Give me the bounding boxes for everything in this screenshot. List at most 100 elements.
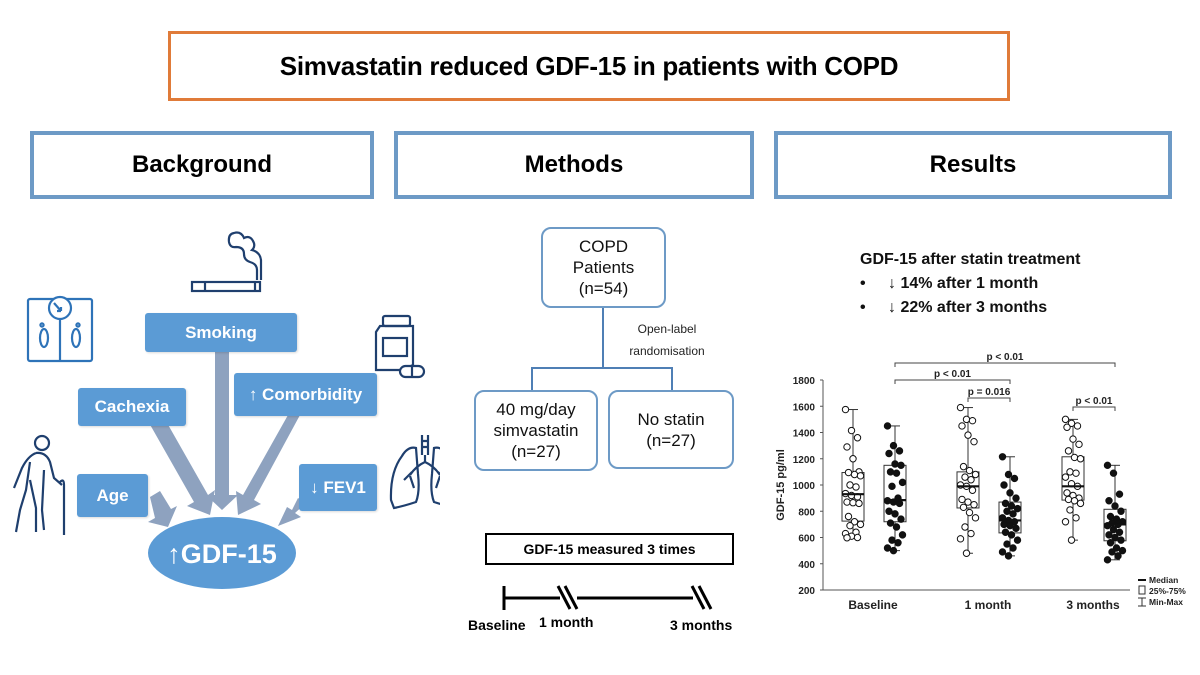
section-background: Background (30, 131, 374, 199)
data-point (1070, 453, 1079, 462)
data-point (967, 529, 975, 538)
data-point (961, 473, 969, 481)
flow-connectors (531, 307, 673, 390)
data-point (897, 461, 905, 470)
data-point (892, 469, 901, 477)
section-background-label: Background (131, 151, 272, 178)
data-point (1105, 531, 1113, 539)
legend-box-swatch (1138, 585, 1146, 595)
data-point (958, 422, 966, 430)
arrow-age (148, 491, 177, 527)
data-point (856, 520, 865, 529)
data-point (1061, 415, 1070, 424)
elderly-person-icon (12, 434, 66, 535)
y-tick-label: 1600 (793, 402, 816, 413)
data-point (959, 503, 968, 512)
data-point (843, 443, 851, 451)
statin-line2: simvastatin (493, 421, 579, 440)
data-point (971, 514, 980, 522)
timeline-3-months: 3 months (670, 617, 733, 633)
data-point (962, 549, 971, 557)
legend-entry: Min-Max (1149, 597, 1183, 607)
data-point (970, 437, 978, 446)
factor-fev1-label: ↓ FEV1 (310, 477, 366, 497)
data-point (958, 495, 966, 504)
data-point (886, 519, 895, 527)
measured-label: GDF-15 measured 3 times (523, 541, 696, 557)
data-point (889, 546, 898, 555)
x-tick-label: Baseline (848, 598, 898, 612)
data-point (849, 499, 857, 507)
data-point (1117, 507, 1125, 515)
lungs-icon (389, 435, 440, 510)
data-point (888, 482, 896, 491)
data-point (895, 447, 904, 455)
timeline-1-month: 1 month (539, 614, 594, 630)
data-point (998, 548, 1007, 556)
y-tick-label: 1800 (793, 376, 816, 387)
results-heading: GDF-15 after statin treatment (860, 251, 1081, 268)
data-point (998, 453, 1007, 461)
data-point (1067, 536, 1076, 544)
data-point (1013, 504, 1022, 513)
significance-bracket (967, 397, 1011, 402)
data-point (891, 460, 899, 468)
data-point (855, 499, 863, 508)
data-point (843, 534, 851, 542)
background-diagram: ↑GDF-15 (12, 231, 440, 589)
control-line2: (n=27) (646, 430, 696, 450)
data-point (959, 462, 968, 471)
data-point (1112, 544, 1121, 552)
data-point (1118, 546, 1127, 555)
data-point (888, 536, 896, 544)
data-point (892, 523, 901, 531)
data-point (1064, 495, 1073, 504)
data-point (1105, 497, 1113, 505)
data-point (971, 470, 980, 479)
data-point (964, 431, 972, 439)
significance-label: p = 0.016 (968, 387, 1011, 398)
data-point (1114, 552, 1122, 560)
data-point (1001, 528, 1010, 536)
data-point (1106, 539, 1115, 547)
data-point (970, 500, 978, 509)
data-point (1103, 556, 1112, 564)
data-point (1010, 474, 1019, 483)
data-point (1111, 502, 1119, 510)
data-point (1064, 447, 1073, 455)
data-point (956, 403, 965, 412)
data-point (964, 498, 972, 506)
weight-scale-icon (26, 295, 94, 363)
data-point (1000, 520, 1008, 529)
statin-line3: (n=27) (511, 442, 561, 461)
data-point (961, 523, 969, 531)
data-point (841, 405, 850, 414)
data-point (1075, 440, 1083, 449)
data-point (846, 521, 854, 530)
data-point (1103, 461, 1112, 470)
data-point (883, 422, 892, 430)
patients-line1: COPD (578, 237, 629, 256)
data-point (1111, 533, 1119, 542)
data-point (850, 470, 859, 479)
factor-comorbidity-label: ↑ Comorbidity (248, 384, 363, 404)
arrow-comorbidity (236, 415, 300, 515)
significance-label: p < 0.01 (987, 352, 1024, 363)
x-tick-label: 1 month (965, 598, 1012, 612)
data-point (1009, 544, 1017, 552)
data-point (853, 434, 862, 442)
methods-flowchart (502, 307, 713, 610)
y-tick-label: 1400 (793, 429, 816, 440)
data-point (1012, 524, 1020, 533)
control-line1: No statin (637, 409, 705, 429)
randomisation-line2: randomisation (629, 344, 705, 358)
timeline-baseline: Baseline (468, 617, 526, 633)
data-point (1115, 490, 1124, 498)
data-point (1003, 507, 1011, 515)
factor-smoking-label: Smoking (185, 322, 257, 342)
factor-comorbidity: ↑ Comorbidity (234, 373, 377, 416)
patients-line2: Patients (572, 258, 635, 277)
bullet-dot: • (860, 275, 866, 292)
timeline (502, 585, 713, 610)
gdf15-outcome-label: ↑GDF-15 (167, 539, 277, 569)
